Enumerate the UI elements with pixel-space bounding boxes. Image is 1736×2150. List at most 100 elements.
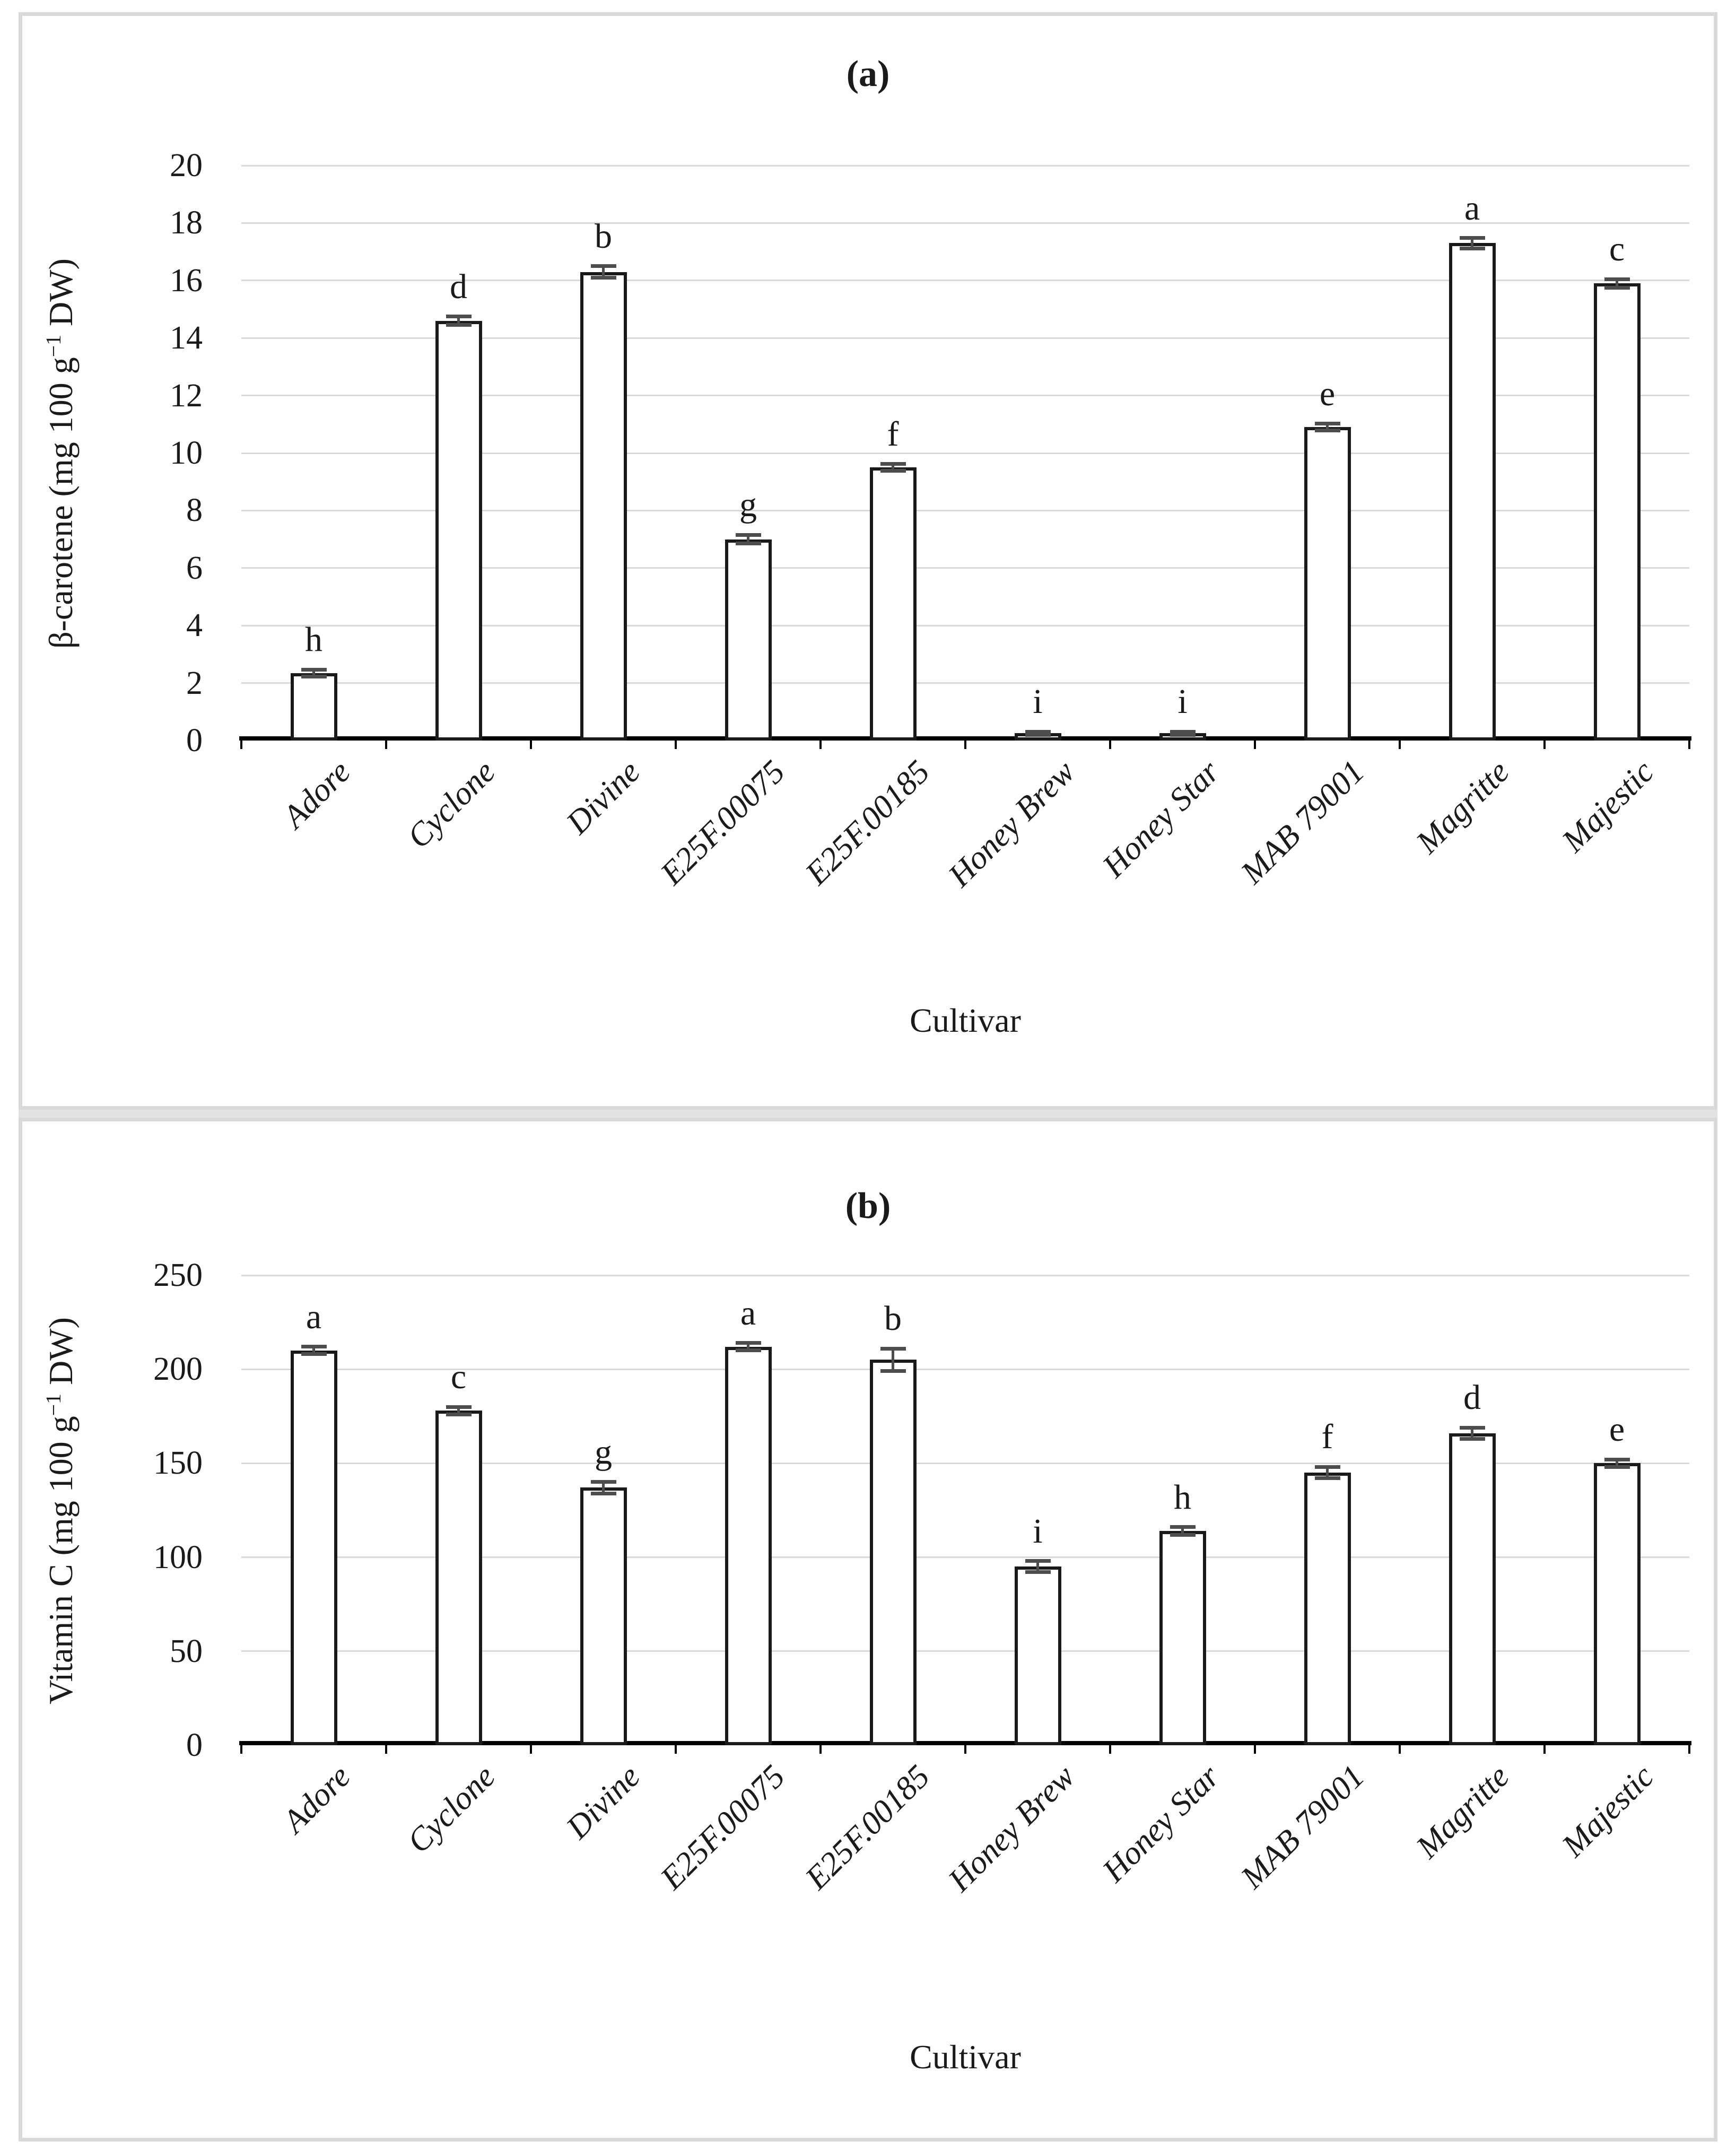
sig-letter: f — [887, 414, 899, 454]
y-tick-label: 200 — [153, 1351, 203, 1388]
bar — [290, 673, 337, 741]
x-tick-label: Cyclone — [400, 1758, 503, 1860]
x-axis-tick — [385, 741, 387, 749]
sig-letter: b — [595, 216, 612, 256]
error-bar-cap-bottom — [1314, 429, 1340, 433]
gridline — [241, 1274, 1689, 1276]
x-tick-label: E25F.00075 — [653, 753, 792, 892]
sig-letter: e — [1609, 1410, 1625, 1449]
error-bar-cap-top — [1459, 1425, 1485, 1430]
y-tick-label: 18 — [170, 205, 203, 241]
error-bar-whisker — [312, 1346, 315, 1354]
error-bar-whisker — [457, 316, 460, 325]
x-tick-label: Honey Brew — [941, 753, 1082, 894]
x-tick-label: Divine — [560, 1758, 648, 1846]
y-tick-label: 0 — [186, 723, 203, 759]
error-bar-cap-bottom — [301, 1352, 327, 1356]
error-bar-cap-bottom — [735, 542, 761, 546]
x-axis-tick — [1543, 1745, 1546, 1754]
x-tick-label: E25F.00185 — [798, 753, 937, 892]
x-tick-label: Cyclone — [400, 753, 503, 856]
error-bar-cap-top — [301, 1345, 327, 1349]
error-bar-cap-top — [1604, 277, 1630, 281]
gridline — [241, 164, 1689, 167]
x-tick-label: MAB 79001 — [1234, 1758, 1372, 1896]
sig-letter: e — [1319, 374, 1336, 413]
y-tick-label: 50 — [170, 1633, 203, 1669]
panel-b-plot: 0 50 100 150 200 250 a Adore c Cyclone g Divine a E25… — [153, 1257, 1691, 1899]
x-axis-tick — [240, 1745, 242, 1754]
error-bar-whisker — [892, 1348, 894, 1371]
gridline — [241, 222, 1689, 224]
bar — [1449, 243, 1496, 741]
y-tick-label: 8 — [186, 492, 203, 529]
x-axis-line — [239, 736, 1691, 741]
gridline — [241, 509, 1689, 511]
error-bar-cap-top — [1025, 1559, 1051, 1563]
error-bar-whisker — [1471, 238, 1473, 249]
error-bar-whisker — [602, 1482, 605, 1494]
x-axis-tick — [675, 1745, 677, 1754]
error-bar-cap-top — [1314, 1465, 1340, 1469]
error-bar-whisker — [747, 1343, 749, 1351]
error-bar-cap-top — [735, 533, 761, 537]
error-bar-whisker — [892, 464, 894, 471]
bar — [1014, 1566, 1061, 1745]
panel-a-x-axis-title: Cultivar — [910, 1002, 1021, 1039]
x-axis-tick — [819, 741, 822, 749]
sig-letter: d — [450, 267, 467, 306]
error-bar-whisker — [457, 1407, 460, 1415]
bar — [435, 320, 482, 741]
y-tick-label: 250 — [153, 1257, 203, 1293]
bar — [1159, 1530, 1206, 1745]
bar — [580, 1487, 627, 1745]
gridline — [241, 1556, 1689, 1559]
error-bar-cap-bottom — [446, 1412, 472, 1416]
x-axis-tick — [1688, 1745, 1690, 1754]
error-bar-cap-bottom — [1459, 246, 1485, 250]
error-bar-cap-bottom — [735, 1348, 761, 1353]
gridline — [241, 1368, 1689, 1370]
error-bar-cap-bottom — [1025, 1570, 1051, 1574]
x-tick-label: MAB 79001 — [1234, 753, 1372, 891]
error-bar-whisker — [1616, 1459, 1618, 1467]
x-axis-line — [239, 1741, 1691, 1745]
panel-b-title: (b) — [845, 1186, 891, 1226]
bar — [1304, 1473, 1351, 1745]
panel-a: (a) β-carotene (mg 100 g−1 DW) 0 2 4 6 8 10 12… — [19, 12, 1717, 1110]
error-bar-cap-bottom — [1459, 1437, 1485, 1441]
panel-a-title: (a) — [846, 54, 890, 94]
x-axis-tick — [1543, 741, 1546, 749]
error-bar-whisker — [1471, 1427, 1473, 1439]
x-tick-label: E25F.00075 — [653, 1758, 792, 1896]
panel-b: (b) Vitamin C (mg 100 g−1 DW) 0 50 100 150 2… — [19, 1118, 1717, 2142]
error-bar-whisker — [1616, 279, 1618, 288]
bar — [435, 1411, 482, 1745]
y-tick-label: 12 — [170, 377, 203, 414]
x-tick-label: Majestic — [1555, 1758, 1661, 1864]
y-tick-label: 16 — [170, 262, 203, 299]
error-bar-cap-top — [1025, 729, 1051, 734]
gridline — [241, 1462, 1689, 1464]
error-bar-whisker — [1036, 1561, 1039, 1572]
gridline — [241, 567, 1689, 569]
sig-letter: a — [1464, 188, 1480, 228]
sig-letter: i — [1033, 1511, 1043, 1551]
sig-letter: i — [1033, 682, 1043, 721]
bar — [1304, 427, 1351, 741]
error-bar-cap-bottom — [301, 674, 327, 678]
gridline — [241, 280, 1689, 282]
x-axis-tick — [675, 741, 677, 749]
y-tick-label: 150 — [153, 1445, 203, 1482]
panel-a-plot: 0 2 4 6 8 10 12 14 16 18 20 h Adore d Cyclone b Divine g E… — [170, 147, 1691, 894]
error-bar-cap-top — [590, 1480, 616, 1484]
x-tick-label: Adore — [276, 1758, 358, 1840]
sig-letter: a — [306, 1297, 322, 1336]
error-bar-cap-top — [735, 1341, 761, 1345]
bar — [869, 467, 917, 741]
error-bar-cap-top — [1170, 729, 1196, 734]
sig-letter: f — [1321, 1417, 1333, 1457]
x-axis-tick — [1109, 741, 1111, 749]
error-bar-cap-bottom — [880, 469, 906, 473]
gridline — [241, 1650, 1689, 1652]
